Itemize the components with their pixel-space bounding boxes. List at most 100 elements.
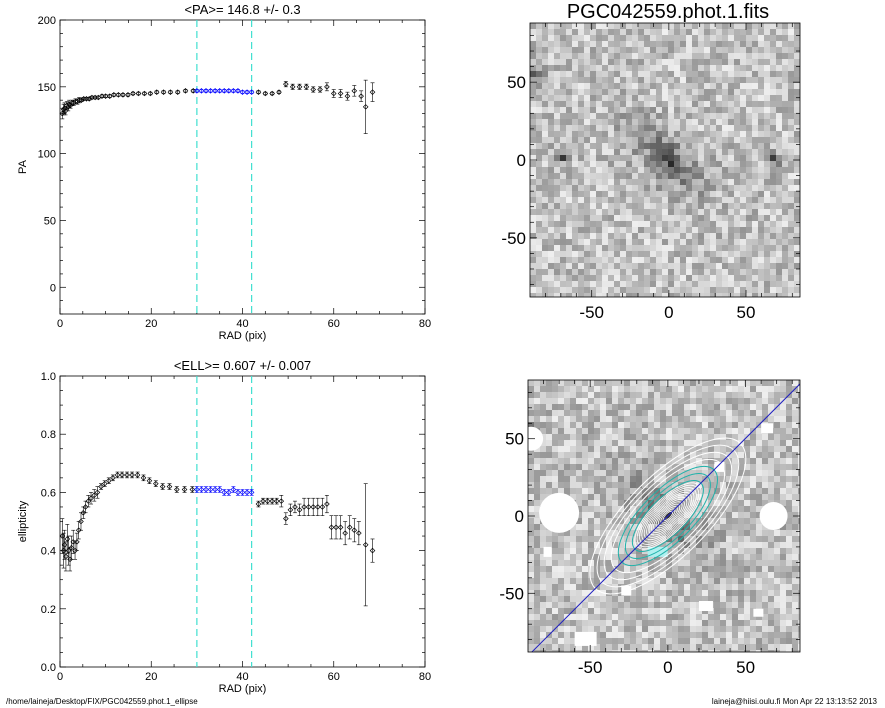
pixel	[582, 620, 588, 626]
pixel	[756, 392, 762, 398]
pixel	[698, 275, 704, 281]
pixel	[534, 458, 540, 464]
pixel	[788, 251, 794, 257]
pixel	[542, 101, 548, 107]
pixel	[774, 416, 780, 422]
pixel	[530, 227, 536, 233]
pixel	[656, 77, 662, 83]
pixel	[678, 554, 684, 560]
pixel	[620, 47, 626, 53]
pixel	[698, 191, 704, 197]
pixel	[710, 269, 716, 275]
pixel	[536, 251, 542, 257]
pixel	[582, 644, 588, 650]
pixel	[536, 107, 542, 113]
pixel	[746, 137, 752, 143]
pixel	[566, 203, 572, 209]
pixel	[708, 578, 714, 584]
pixel	[794, 221, 800, 227]
pixel	[786, 566, 792, 572]
pixel	[780, 458, 786, 464]
pixel	[596, 197, 602, 203]
pixel	[702, 542, 708, 548]
pixel	[698, 167, 704, 173]
pixel	[588, 476, 594, 482]
pixel	[696, 476, 702, 482]
pixel	[594, 476, 600, 482]
pixel	[722, 35, 728, 41]
pixel	[630, 578, 636, 584]
pixel	[758, 65, 764, 71]
pixel	[546, 560, 552, 566]
pixel	[536, 149, 542, 155]
pixel	[636, 554, 642, 560]
pixel	[708, 632, 714, 638]
pixel	[632, 287, 638, 293]
pixel	[696, 428, 702, 434]
pixel	[564, 446, 570, 452]
pixel	[650, 83, 656, 89]
pixel	[662, 149, 668, 155]
pixel	[576, 554, 582, 560]
pixel	[744, 602, 750, 608]
pixel	[576, 416, 582, 422]
pixel	[602, 137, 608, 143]
pixel	[728, 191, 734, 197]
pixel	[540, 524, 546, 530]
pixel	[776, 293, 782, 297]
pixel	[558, 560, 564, 566]
pixel	[764, 89, 770, 95]
pixel	[528, 494, 534, 500]
pixel	[780, 542, 786, 548]
pixel	[704, 131, 710, 137]
pixel	[752, 287, 758, 293]
pixel	[762, 404, 768, 410]
pixel	[570, 476, 576, 482]
pixel	[596, 275, 602, 281]
pixel	[626, 53, 632, 59]
pixel	[554, 221, 560, 227]
pixel	[668, 173, 674, 179]
pixel	[564, 596, 570, 602]
pixel	[606, 524, 612, 530]
pixel	[590, 227, 596, 233]
pixel	[572, 167, 578, 173]
pixel	[612, 398, 618, 404]
pixel	[600, 554, 606, 560]
pixel	[680, 113, 686, 119]
pixel	[782, 125, 788, 131]
pixel	[690, 434, 696, 440]
pixel	[638, 113, 644, 119]
pixel	[750, 440, 756, 446]
pixel	[654, 434, 660, 440]
pixel	[782, 275, 788, 281]
pixel	[534, 494, 540, 500]
data-point	[269, 90, 275, 97]
pixel	[600, 404, 606, 410]
pixel	[678, 530, 684, 536]
pixel	[762, 488, 768, 494]
pixel	[752, 35, 758, 41]
pixel	[590, 59, 596, 65]
pixel	[608, 233, 614, 239]
pixel	[752, 161, 758, 167]
pixel	[680, 197, 686, 203]
pixel	[632, 161, 638, 167]
pixel	[686, 149, 692, 155]
pixel	[704, 215, 710, 221]
pixel	[758, 239, 764, 245]
pixel	[716, 197, 722, 203]
pixel	[716, 257, 722, 263]
pixel	[582, 650, 588, 652]
pixel	[638, 137, 644, 143]
pixel	[648, 416, 654, 422]
pixel	[734, 197, 740, 203]
pixel	[554, 197, 560, 203]
pixel	[764, 239, 770, 245]
pixel	[590, 41, 596, 47]
pixel	[728, 215, 734, 221]
pixel	[734, 233, 740, 239]
pixel	[744, 536, 750, 542]
pixel	[770, 269, 776, 275]
pixel	[528, 554, 534, 560]
